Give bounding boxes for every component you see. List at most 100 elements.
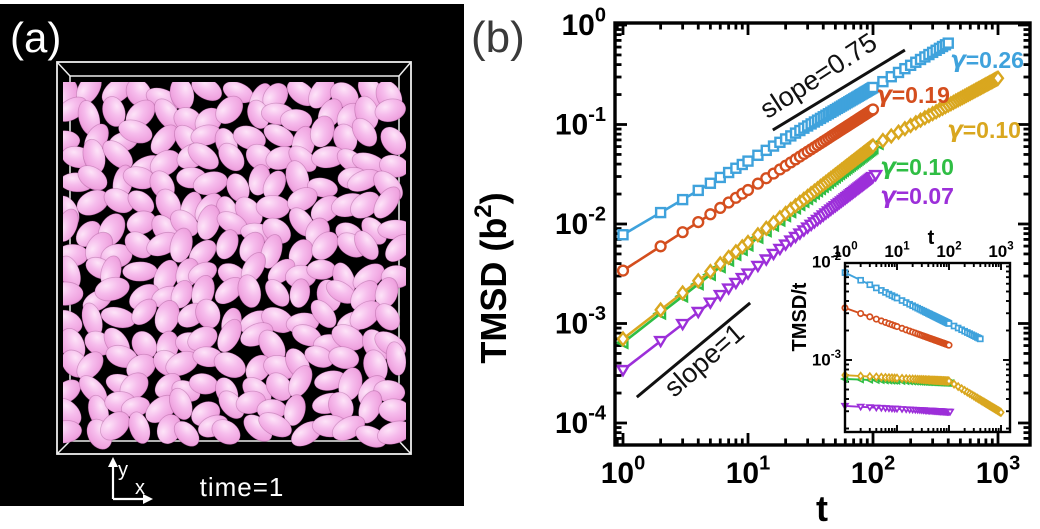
particle <box>279 108 313 132</box>
data-marker-square <box>704 177 717 189</box>
x-tick-label: 102 <box>851 453 896 491</box>
particle <box>217 318 242 353</box>
particle <box>76 351 104 381</box>
particle <box>77 165 108 191</box>
x-tick-label: 103 <box>976 453 1021 491</box>
series-gamma=0.19 <box>841 304 953 349</box>
data-marker-diamond <box>876 132 890 149</box>
particle <box>373 186 401 219</box>
particle <box>118 119 153 144</box>
data-marker-square <box>942 37 954 49</box>
data-marker-square <box>742 155 754 167</box>
box-corner-edge <box>56 61 71 77</box>
particle <box>354 230 379 261</box>
data-marker-circle <box>704 208 717 221</box>
x-arrow-label: x <box>135 477 145 499</box>
particle <box>131 298 158 326</box>
data-marker-diamond <box>741 234 755 251</box>
x-tick-label: 100 <box>601 453 646 491</box>
particle <box>283 394 307 427</box>
y-axis-title: TMSD (b2) <box>470 192 514 363</box>
particle <box>215 229 239 260</box>
particle <box>122 261 158 282</box>
series-gamma=0.19 <box>616 103 880 277</box>
box-corner-edge <box>398 440 412 455</box>
data-marker-circle <box>741 183 755 197</box>
y-arrow-label: y <box>118 459 128 481</box>
time-label: time=1 <box>200 472 285 502</box>
data-marker-diamond <box>759 220 773 237</box>
data-marker-diamond <box>703 263 717 280</box>
series-gamma-label: γ=0.07 <box>880 183 954 209</box>
data-marker-diamond <box>893 373 901 383</box>
data-marker-triangle-down <box>740 268 756 281</box>
data-marker-circle <box>692 215 705 229</box>
particle <box>211 419 241 445</box>
y-tick-label: 100 <box>562 5 607 43</box>
series-gamma-label: γ=0.26 <box>950 47 1024 73</box>
particle <box>260 234 283 269</box>
particle <box>101 96 126 128</box>
box-face <box>56 61 412 455</box>
particle <box>169 227 194 263</box>
data-marker-square <box>676 193 689 206</box>
x-tick-label: 103 <box>988 240 1013 261</box>
series-gamma=0.07 <box>615 169 884 378</box>
particle <box>308 82 335 109</box>
data-marker-triangle-down <box>871 404 881 413</box>
data-marker-square <box>617 229 629 241</box>
y-tick-label: 10-1 <box>555 104 606 142</box>
coordinate-axes: y x <box>108 457 153 504</box>
x-tick-label: 102 <box>936 240 961 261</box>
series-gamma=0.26 <box>841 269 984 343</box>
data-marker-triangle-down <box>690 306 706 320</box>
x-axis-title: t <box>816 488 828 529</box>
particle <box>195 298 221 329</box>
box-corner-edge <box>398 61 412 77</box>
slope-annotation: slope=1 <box>658 318 750 403</box>
data-marker-diamond <box>654 301 668 319</box>
data-marker-diamond <box>991 69 1005 87</box>
particle <box>63 397 82 427</box>
data-marker-circle <box>676 226 689 239</box>
series-gamma=0.10-slow <box>841 370 1005 418</box>
data-marker-square <box>867 81 879 94</box>
data-marker-square <box>976 335 984 343</box>
series-gamma-label: γ=0.19 <box>876 82 950 108</box>
particle <box>213 351 247 379</box>
particle <box>102 140 134 170</box>
data-marker-circle <box>654 240 667 253</box>
data-marker-diamond <box>866 137 880 155</box>
particle <box>328 346 360 370</box>
particle <box>350 191 381 219</box>
x-tick-label: 100 <box>832 240 857 261</box>
particle <box>289 278 311 308</box>
particle <box>377 420 406 445</box>
particle <box>63 208 79 242</box>
particle <box>218 142 245 172</box>
data-marker-diamond <box>616 330 630 348</box>
particle <box>63 281 84 306</box>
series-gamma-label: γ=0.10 <box>947 117 1021 143</box>
particle <box>310 299 337 329</box>
particle <box>374 98 406 123</box>
particle <box>349 300 382 330</box>
data-marker-square <box>857 276 864 284</box>
data-marker-diamond <box>866 371 874 382</box>
particle <box>127 190 155 215</box>
data-marker-diamond <box>751 226 765 244</box>
plot-frame <box>613 21 1032 447</box>
data-marker-triangle-down <box>772 243 788 257</box>
data-marker-square <box>692 184 704 197</box>
particle <box>103 187 134 214</box>
data-marker-triangle-down <box>615 364 631 378</box>
particle <box>173 420 200 447</box>
particle <box>351 117 378 147</box>
slope-guide-line <box>635 301 752 399</box>
panel-b-plot: (b) 100 101 102 103 100 10-1 10-2 10-3 10-4 t TMSD… <box>470 5 1032 529</box>
data-marker-triangle-down <box>892 405 902 414</box>
particle <box>306 259 337 281</box>
data-marker-circle <box>857 309 865 318</box>
x-tick-label: 101 <box>884 240 910 261</box>
ellipsoid-particles <box>63 82 406 450</box>
